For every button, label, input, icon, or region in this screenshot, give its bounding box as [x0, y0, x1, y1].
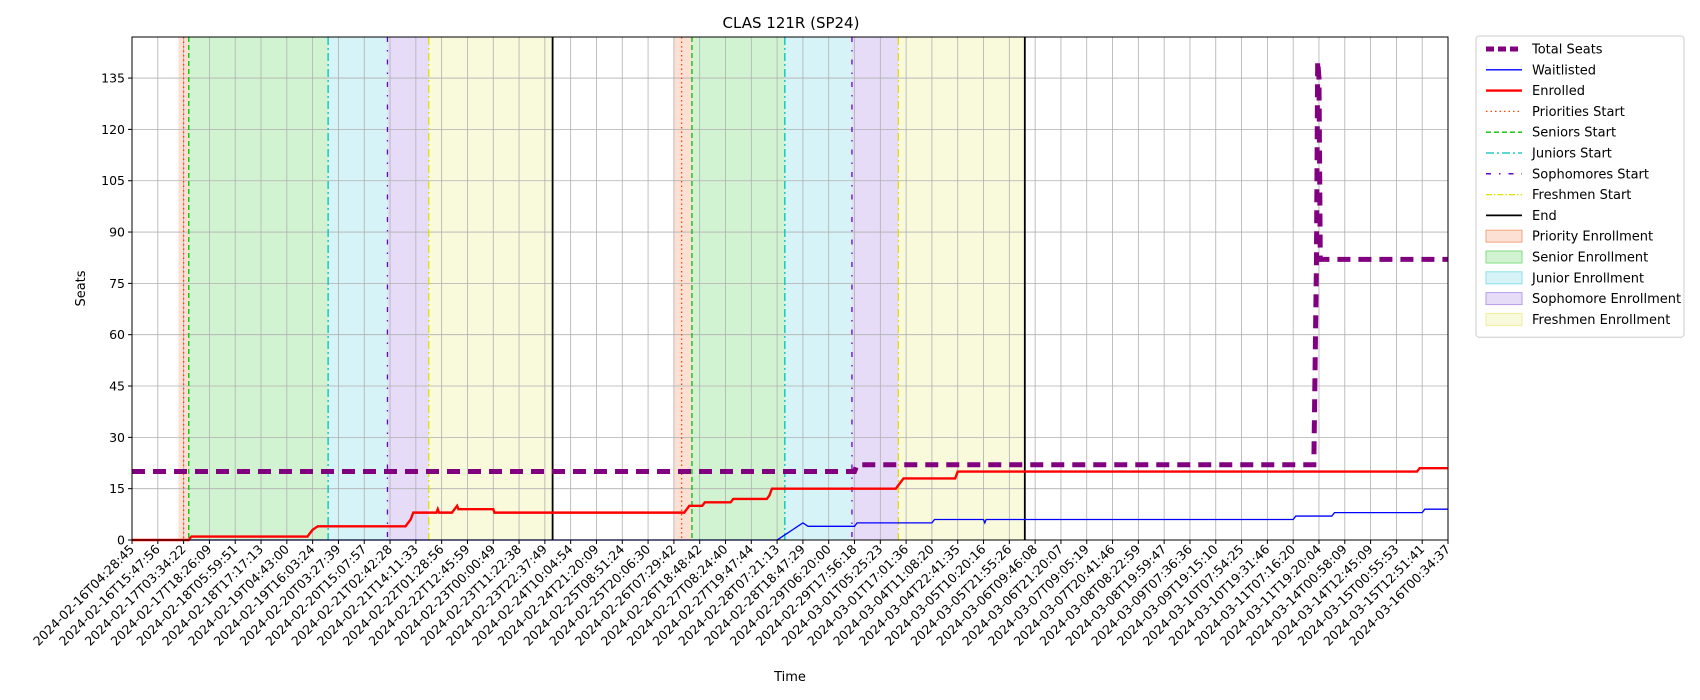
junior-enrollment-legend-swatch [1485, 271, 1523, 285]
grid [131, 37, 1449, 541]
priority-enrollment-legend-label: Priority Enrollment [1532, 230, 1653, 245]
chart-title: CLAS 121R (SP24) [723, 14, 860, 32]
freshmen-enrollment-legend-swatch [1485, 312, 1523, 326]
y-tick-label: 15 [109, 481, 125, 496]
priority-enrollment-span-2 [673, 37, 692, 540]
legend-box [1475, 35, 1685, 338]
y-tick-label: 45 [109, 379, 125, 394]
y-tick-label: 0 [117, 533, 125, 548]
senior-enrollment-legend-swatch [1485, 250, 1523, 264]
sophomore-enrollment-legend-label: Sophomore Enrollment [1532, 292, 1681, 307]
y-tick-label: 90 [109, 225, 125, 240]
freshmen-enrollment-span-1 [428, 37, 553, 540]
waitlisted-series [132, 508, 1448, 541]
plot-area [131, 36, 1449, 542]
priorities-start-legend-label: Priorities Start [1532, 105, 1625, 120]
y-tick-label: 60 [109, 327, 125, 342]
sophomore-enrollment-span-2 [851, 37, 899, 540]
enrolled-series [132, 466, 1448, 542]
enrollment-spans [178, 37, 1025, 540]
end-legend-label: End [1532, 209, 1557, 224]
enrolled-legend-label: Enrolled [1532, 84, 1585, 99]
y-tick-label: 105 [101, 173, 125, 188]
senior-enrollment-span-2 [691, 37, 785, 540]
freshmen-start-legend-label: Freshmen Start [1532, 188, 1631, 203]
x-axis: 2024-02-16T04:28:452024-02-16T15:47:5620… [30, 540, 1453, 649]
legend: Total Seats Waitlisted Enrolled Priorities … [1475, 35, 1685, 338]
sophomores-start-legend-label: Sophomores Start [1532, 167, 1649, 182]
sophomore-enrollment-span-1 [387, 37, 429, 540]
senior-enrollment-legend-label: Senior Enrollment [1532, 251, 1648, 266]
junior-enrollment-span-1 [328, 37, 388, 540]
y-axis: 0 15 30 45 60 75 90 105 120 135 [101, 71, 132, 548]
senior-enrollment-span-1 [188, 37, 329, 540]
freshmen-enrollment-span-2 [898, 37, 1025, 540]
priority-enrollment-legend-swatch [1485, 229, 1523, 243]
total-seats-series [132, 60, 1448, 475]
phase-start-lines [182, 37, 1026, 540]
juniors-start-legend-label: Juniors Start [1531, 147, 1612, 162]
data-series [132, 60, 1448, 542]
waitlisted-legend-label: Waitlisted [1532, 63, 1596, 78]
junior-enrollment-legend-label: Junior Enrollment [1531, 271, 1644, 286]
plot-frame [131, 36, 1449, 541]
y-axis-label: Seats [74, 270, 89, 306]
x-axis-label: Time [773, 670, 806, 685]
y-tick-label: 135 [101, 71, 125, 86]
total-seats-legend-label: Total Seats [1531, 43, 1603, 58]
freshmen-enrollment-legend-label: Freshmen Enrollment [1532, 313, 1670, 328]
y-tick-label: 75 [109, 276, 125, 291]
junior-enrollment-span-2 [784, 37, 852, 540]
sophomore-enrollment-legend-swatch [1485, 292, 1523, 306]
y-tick-label: 30 [109, 430, 125, 445]
seniors-start-legend-label: Seniors Start [1532, 126, 1616, 141]
y-tick-label: 120 [101, 122, 125, 137]
